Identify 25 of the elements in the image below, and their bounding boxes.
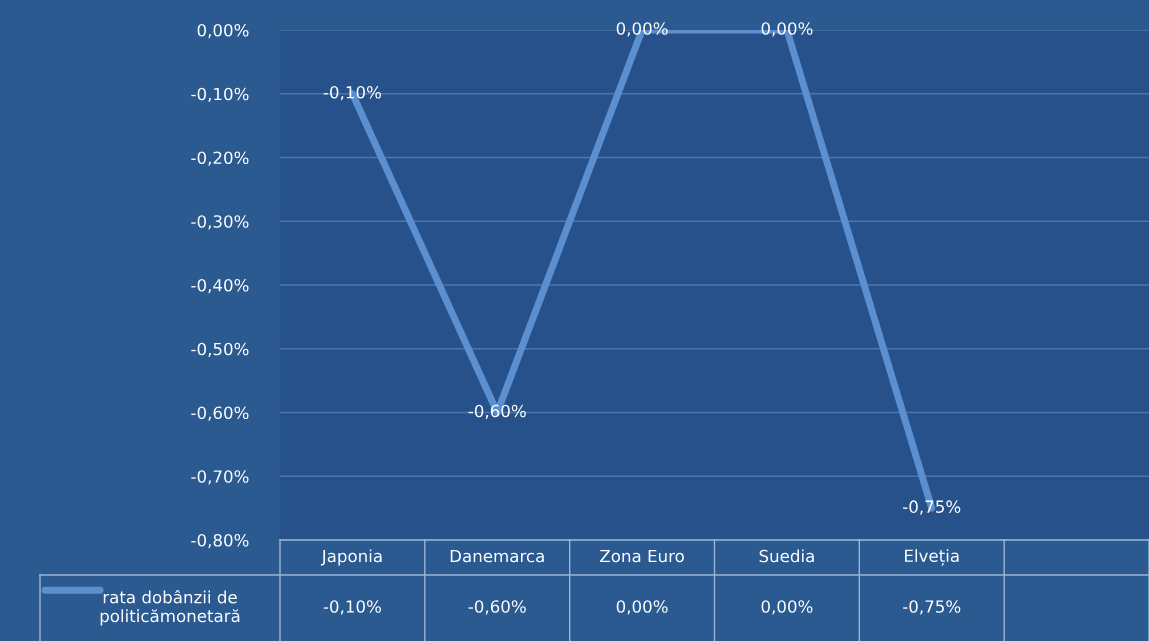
text: 0,00% (761, 22, 813, 37)
data-label: 0,00% (616, 600, 668, 615)
text: -0,75% (903, 500, 961, 515)
y-tick-label: -0,70% (191, 470, 249, 485)
x-tick-label: Elveția (905, 549, 959, 566)
y-tick-label: -0,10% (191, 87, 249, 103)
x-tick-label: Zona Euro (600, 549, 684, 563)
x-tick-label: Japonia (320, 549, 382, 566)
x-tick-label: Suedia (759, 549, 814, 563)
y-tick-label: 0,00% (197, 23, 249, 39)
text: -0,10% (323, 85, 381, 101)
y-tick-label: -0,80% (191, 533, 249, 549)
legend-label: rata dobânzii de politicămonetară (100, 589, 240, 626)
text: -0,60% (468, 404, 526, 420)
y-tick-label: -0,30% (191, 215, 249, 230)
data-label: -0,60% (468, 600, 526, 615)
y-tick-label: -0,40% (191, 278, 249, 294)
data-label: 0,00% (761, 600, 813, 615)
y-tick-label: -0,60% (191, 406, 249, 421)
text: 0,00% (616, 22, 668, 37)
data-label: -0,75% (903, 600, 961, 615)
x-tick-label: Danemarca (450, 549, 544, 563)
y-tick-label: -0,20% (191, 151, 249, 166)
y-tick-label: -0,50% (191, 342, 249, 358)
data-label: -0,10% (323, 600, 381, 615)
